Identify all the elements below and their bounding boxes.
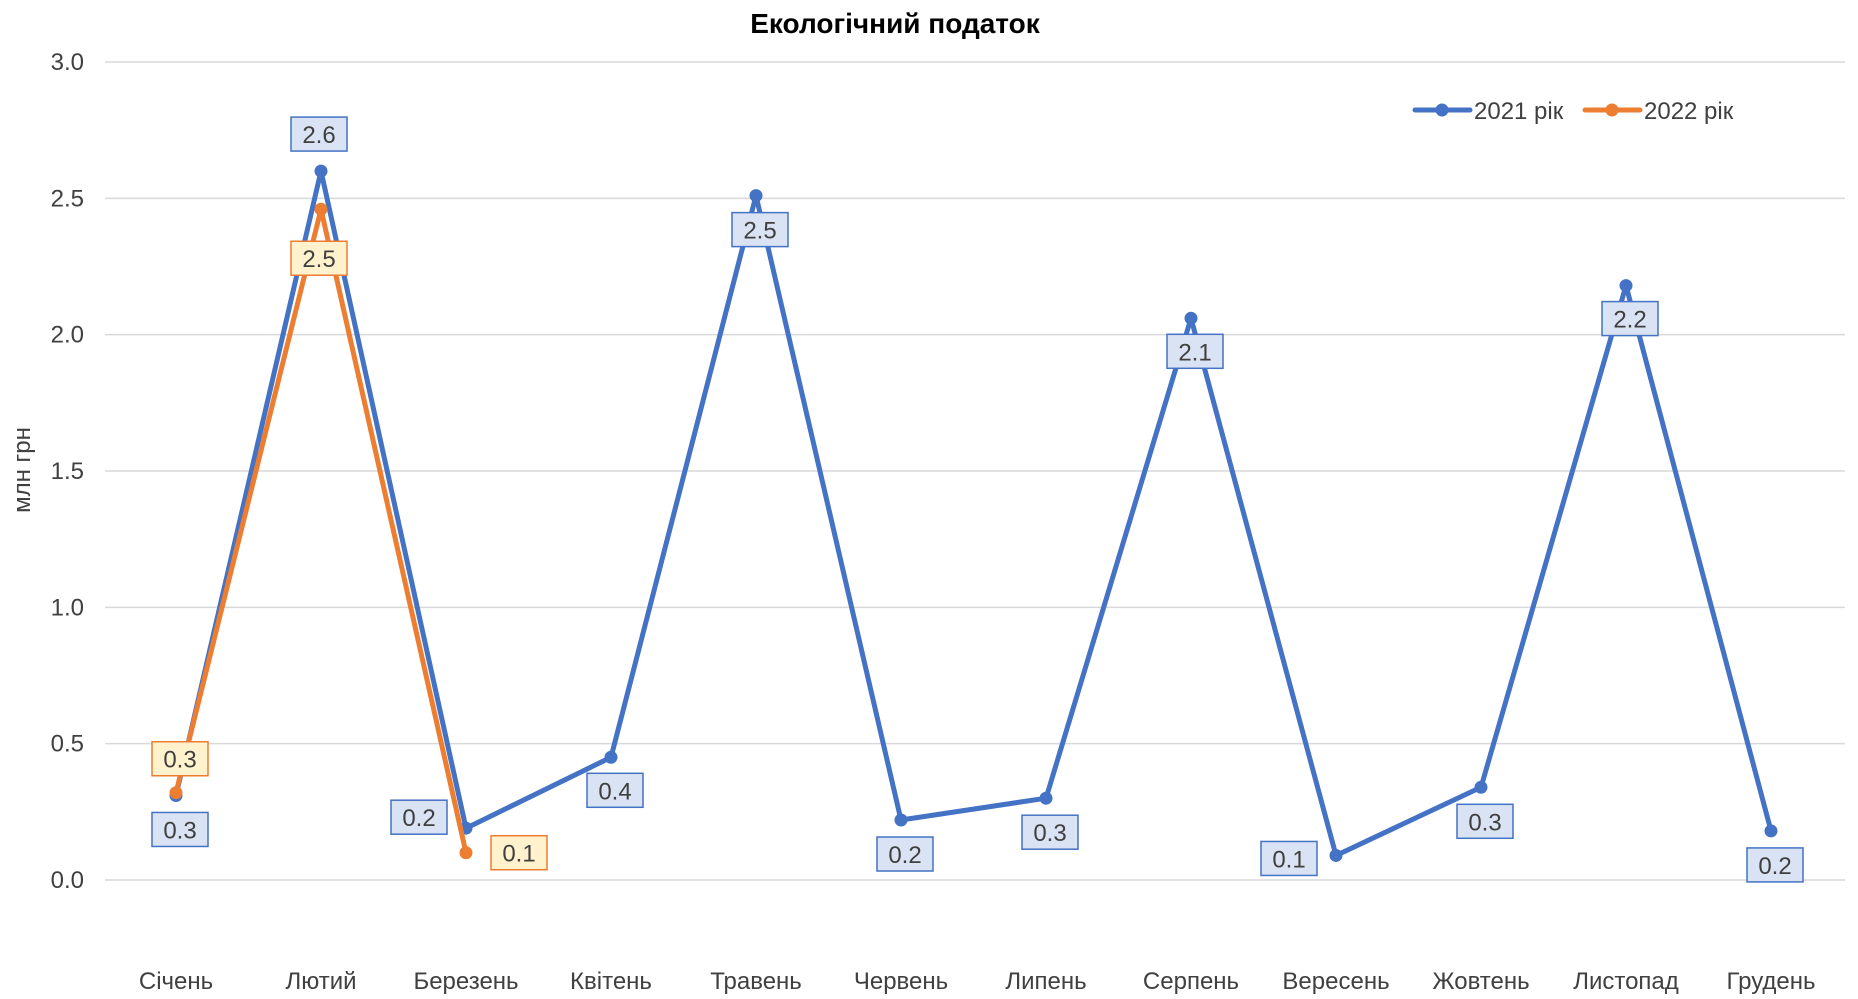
x-tick-label: Січень xyxy=(139,968,213,995)
x-tick-label: Червень xyxy=(854,968,948,995)
data-point xyxy=(314,202,328,216)
data-point xyxy=(314,164,328,178)
x-tick-label: Травень xyxy=(710,968,802,995)
data-label-box xyxy=(1260,840,1318,877)
data-label: 0.3 xyxy=(151,740,209,777)
y-tick-label: 1.0 xyxy=(51,594,84,621)
chart-title: Екологічний податок xyxy=(750,8,1041,39)
data-label-box xyxy=(1166,333,1224,370)
series-line xyxy=(173,206,469,856)
data-label-box xyxy=(1746,847,1804,883)
data-label-text: 2.6 xyxy=(302,122,335,149)
series-line xyxy=(173,168,1774,858)
data-label: 0.2 xyxy=(1746,847,1804,883)
data-label-text: 0.2 xyxy=(1758,853,1791,880)
data-label: 0.2 xyxy=(390,799,448,835)
x-tick-label: Квітень xyxy=(570,968,652,995)
x-tick-label: Вересень xyxy=(1282,968,1389,995)
data-label-box xyxy=(586,772,644,809)
data-point xyxy=(1474,780,1488,794)
data-label: 2.2 xyxy=(1601,300,1659,337)
x-axis-ticks: Січень Лютий Березень Квітень Травень Червень… xyxy=(139,968,1816,995)
legend-label: 2022 рік xyxy=(1644,98,1734,125)
data-point xyxy=(1619,279,1633,293)
data-label: 0.4 xyxy=(586,772,644,809)
data-point xyxy=(894,813,908,827)
data-label: 2.6 xyxy=(290,116,348,152)
data-point xyxy=(459,846,473,860)
data-label-box xyxy=(290,240,348,276)
y-tick-label: 2.5 xyxy=(51,185,84,212)
data-label-box xyxy=(731,211,789,248)
data-label: 0.3 xyxy=(151,811,209,848)
data-label-box xyxy=(876,836,934,872)
data-labels: 0.3 2.6 0.2 0.4 2.5 0.2 0.3 2.1 0.1 0.3 2.2 0.2 0.3 2… xyxy=(151,116,1804,883)
data-label-box xyxy=(1601,300,1659,337)
x-tick-label: Серпень xyxy=(1143,968,1239,995)
data-label: 0.2 xyxy=(876,836,934,872)
data-label-text: 2.5 xyxy=(743,218,776,245)
data-point xyxy=(604,750,618,764)
data-label-text: 2.5 xyxy=(302,246,335,273)
y-tick-label: 3.0 xyxy=(51,49,84,76)
x-tick-label: Липень xyxy=(1005,968,1086,995)
data-label-text: 0.2 xyxy=(402,805,435,832)
legend-swatch-marker xyxy=(1605,103,1619,117)
x-tick-label: Листопад xyxy=(1573,968,1679,995)
data-label-text: 2.2 xyxy=(1613,307,1646,334)
data-label-box xyxy=(290,116,348,152)
data-label: 0.1 xyxy=(490,834,548,871)
data-label: 2.1 xyxy=(1166,333,1224,370)
data-label-text: 0.3 xyxy=(1033,820,1066,847)
data-label-box xyxy=(1021,814,1079,850)
data-point xyxy=(1329,848,1343,862)
data-label-box xyxy=(490,834,548,871)
data-point xyxy=(169,786,183,800)
data-label-text: 0.3 xyxy=(163,817,196,844)
legend: 2021 рік 2022 рік xyxy=(1412,98,1734,125)
data-label-text: 0.4 xyxy=(598,778,631,805)
legend-label: 2021 рік xyxy=(1474,98,1564,125)
y-axis-label: млн грн xyxy=(9,427,36,513)
y-tick-label: 2.0 xyxy=(51,322,84,349)
y-tick-label: 1.5 xyxy=(51,458,84,485)
y-axis-ticks: 0.0 0.5 1.0 1.5 2.0 2.5 3.0 xyxy=(51,49,84,894)
y-tick-label: 0.0 xyxy=(51,867,84,894)
y-tick-label: 0.5 xyxy=(51,731,84,758)
data-label-text: 2.1 xyxy=(1178,339,1211,366)
data-label: 0.3 xyxy=(1021,814,1079,850)
x-tick-label: Грудень xyxy=(1726,968,1815,995)
data-label-text: 0.1 xyxy=(502,841,535,868)
data-label-box xyxy=(390,799,448,835)
data-label-text: 0.3 xyxy=(1468,809,1501,836)
data-label: 0.3 xyxy=(1456,803,1514,840)
x-tick-label: Жовтень xyxy=(1432,968,1529,995)
data-label: 2.5 xyxy=(731,211,789,248)
data-label-text: 0.1 xyxy=(1272,846,1305,873)
data-label-text: 0.3 xyxy=(163,747,196,774)
data-point xyxy=(1184,311,1198,325)
data-label-box xyxy=(151,740,209,777)
series-layer xyxy=(169,164,1778,862)
legend-swatch-marker xyxy=(1435,103,1449,117)
x-tick-label: Березень xyxy=(413,968,518,995)
gridlines xyxy=(105,61,1845,881)
data-point xyxy=(1039,791,1053,805)
data-label: 0.1 xyxy=(1260,840,1318,877)
data-label: 2.5 xyxy=(290,240,348,276)
x-tick-label: Лютий xyxy=(285,968,356,995)
data-label-box xyxy=(151,811,209,848)
legend-item: 2022 рік xyxy=(1582,98,1734,125)
legend-item: 2021 рік xyxy=(1412,98,1564,125)
data-point xyxy=(749,189,763,203)
data-label-box xyxy=(1456,803,1514,840)
data-label-text: 0.2 xyxy=(888,842,921,869)
data-point xyxy=(1764,824,1778,838)
